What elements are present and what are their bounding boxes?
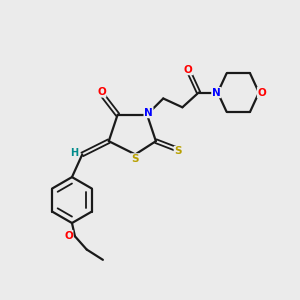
Text: H: H [70,148,78,158]
Text: O: O [184,64,193,75]
Text: N: N [212,88,220,98]
Text: N: N [144,108,153,118]
Text: O: O [257,88,266,98]
Text: S: S [131,154,139,164]
Text: O: O [64,231,73,241]
Text: O: O [97,87,106,97]
Text: S: S [174,146,182,157]
